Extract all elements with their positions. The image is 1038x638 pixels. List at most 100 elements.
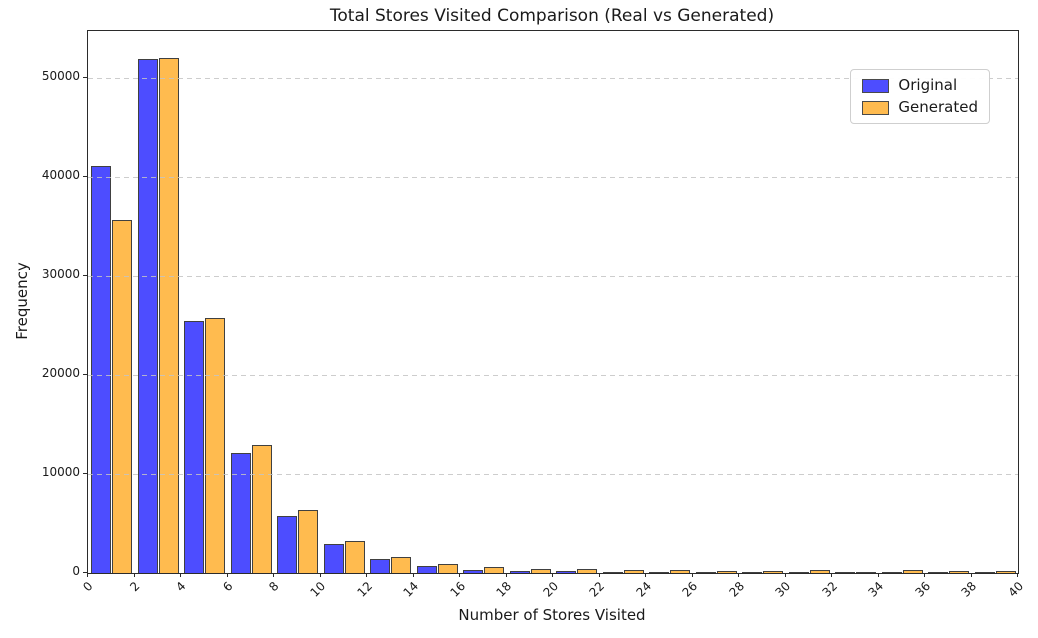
bar-original-12-14 [370, 558, 391, 573]
bar-original-10-12 [323, 543, 344, 573]
x-tick-label-26: 26 [679, 579, 701, 600]
y-axis-label: Frequency [13, 262, 31, 340]
x-tick-label-22: 22 [586, 579, 608, 600]
x-tick-label-28: 28 [726, 579, 747, 600]
y-tick-label-0: 0 [72, 564, 80, 578]
bar-original-4-6 [184, 320, 205, 573]
bar-generated-28-30 [763, 570, 784, 573]
x-tick-label-38: 38 [958, 579, 980, 600]
legend-label-generated: Generated [898, 98, 978, 116]
x-tick-30 [784, 573, 786, 577]
legend-label-original: Original [898, 76, 958, 94]
y-tick-40000 [83, 176, 87, 178]
bar-original-24-26 [649, 572, 670, 573]
bar-original-22-24 [602, 572, 623, 573]
bar-generated-30-32 [809, 570, 830, 573]
bar-generated-10-12 [344, 540, 365, 573]
bar-generated-6-8 [251, 445, 272, 573]
x-tick-label-36: 36 [912, 579, 933, 600]
chart-title: Total Stores Visited Comparison (Real vs… [329, 6, 775, 26]
bar-generated-12-14 [391, 557, 412, 573]
x-tick-label-8: 8 [266, 579, 282, 595]
bar-generated-38-40 [995, 570, 1016, 573]
bar-generated-16-18 [484, 567, 505, 573]
bar-original-34-36 [881, 572, 902, 573]
x-tick-label-32: 32 [819, 579, 840, 600]
x-tick-0 [87, 573, 88, 577]
bar-generated-32-34 [856, 571, 877, 573]
bar-generated-22-24 [623, 570, 644, 573]
x-axis-label: Number of Stores Visited [458, 606, 646, 624]
bar-generated-36-38 [949, 570, 970, 573]
x-tick-label-0: 0 [80, 579, 96, 595]
x-tick-label-14: 14 [400, 579, 422, 600]
x-tick-22 [598, 573, 600, 577]
y-tick-label-20000: 20000 [41, 366, 80, 381]
x-tick-4 [180, 573, 181, 577]
bar-generated-34-36 [902, 570, 923, 573]
x-tick-label-20: 20 [540, 579, 561, 600]
x-tick-label-24: 24 [633, 579, 654, 600]
legend-row-generated: Generated [862, 100, 978, 115]
y-tick-0 [83, 572, 87, 573]
bar-generated-26-28 [716, 570, 737, 573]
bar-generated-20-22 [577, 568, 598, 573]
bar-original-2-4 [137, 58, 158, 573]
x-tick-34 [877, 573, 879, 577]
x-tick-label-18: 18 [493, 579, 515, 600]
y-tick-label-10000: 10000 [41, 465, 80, 480]
x-tick-10 [319, 573, 321, 577]
x-tick-label-6: 6 [220, 579, 236, 595]
x-tick-label-4: 4 [173, 579, 189, 595]
x-tick-12 [366, 573, 367, 577]
bar-generated-2-4 [158, 57, 179, 573]
bar-generated-24-26 [670, 570, 691, 573]
x-tick-label-12: 12 [354, 579, 375, 600]
plot-area: Original Generated [87, 30, 1019, 574]
x-tick-16 [459, 573, 460, 577]
bar-generated-18-20 [530, 568, 551, 573]
bar-generated-0-2 [112, 219, 133, 573]
y-tick-label-40000: 40000 [41, 168, 80, 183]
legend: Original Generated [850, 69, 990, 124]
x-tick-28 [738, 573, 739, 577]
bar-original-30-32 [788, 572, 809, 573]
bar-generated-14-16 [437, 563, 458, 573]
bar-original-32-34 [835, 572, 856, 573]
x-tick-label-40: 40 [1005, 579, 1026, 600]
bar-original-18-20 [509, 571, 530, 573]
y-tick-30000 [83, 275, 87, 277]
bar-generated-8-10 [298, 509, 319, 573]
bar-original-0-2 [91, 165, 112, 573]
bar-original-6-8 [230, 453, 251, 573]
bar-original-20-22 [556, 571, 577, 573]
x-tick-label-2: 2 [127, 579, 143, 595]
y-tick-50000 [83, 77, 87, 79]
bars-layer [88, 31, 1018, 573]
y-tick-10000 [83, 473, 87, 475]
bar-original-14-16 [416, 566, 437, 573]
x-tick-32 [831, 573, 832, 577]
bar-original-38-40 [974, 572, 995, 573]
x-tick-24 [645, 573, 646, 577]
bar-original-26-28 [695, 572, 716, 573]
legend-row-original: Original [862, 78, 978, 93]
bar-original-16-18 [463, 570, 484, 573]
x-tick-36 [924, 573, 925, 577]
x-tick-38 [970, 573, 972, 577]
bar-original-8-10 [277, 515, 298, 573]
bar-original-36-38 [928, 572, 949, 573]
x-tick-2 [133, 573, 135, 577]
generated-swatch [862, 100, 890, 115]
x-tick-label-16: 16 [447, 579, 468, 600]
y-tick-label-30000: 30000 [41, 267, 80, 282]
x-tick-8 [273, 573, 274, 577]
x-tick-6 [226, 573, 228, 577]
bar-generated-4-6 [205, 317, 226, 573]
y-tick-20000 [83, 374, 87, 376]
x-tick-label-34: 34 [865, 579, 887, 600]
x-tick-40 [1017, 573, 1018, 577]
x-tick-20 [552, 573, 553, 577]
x-tick-label-10: 10 [307, 579, 329, 600]
